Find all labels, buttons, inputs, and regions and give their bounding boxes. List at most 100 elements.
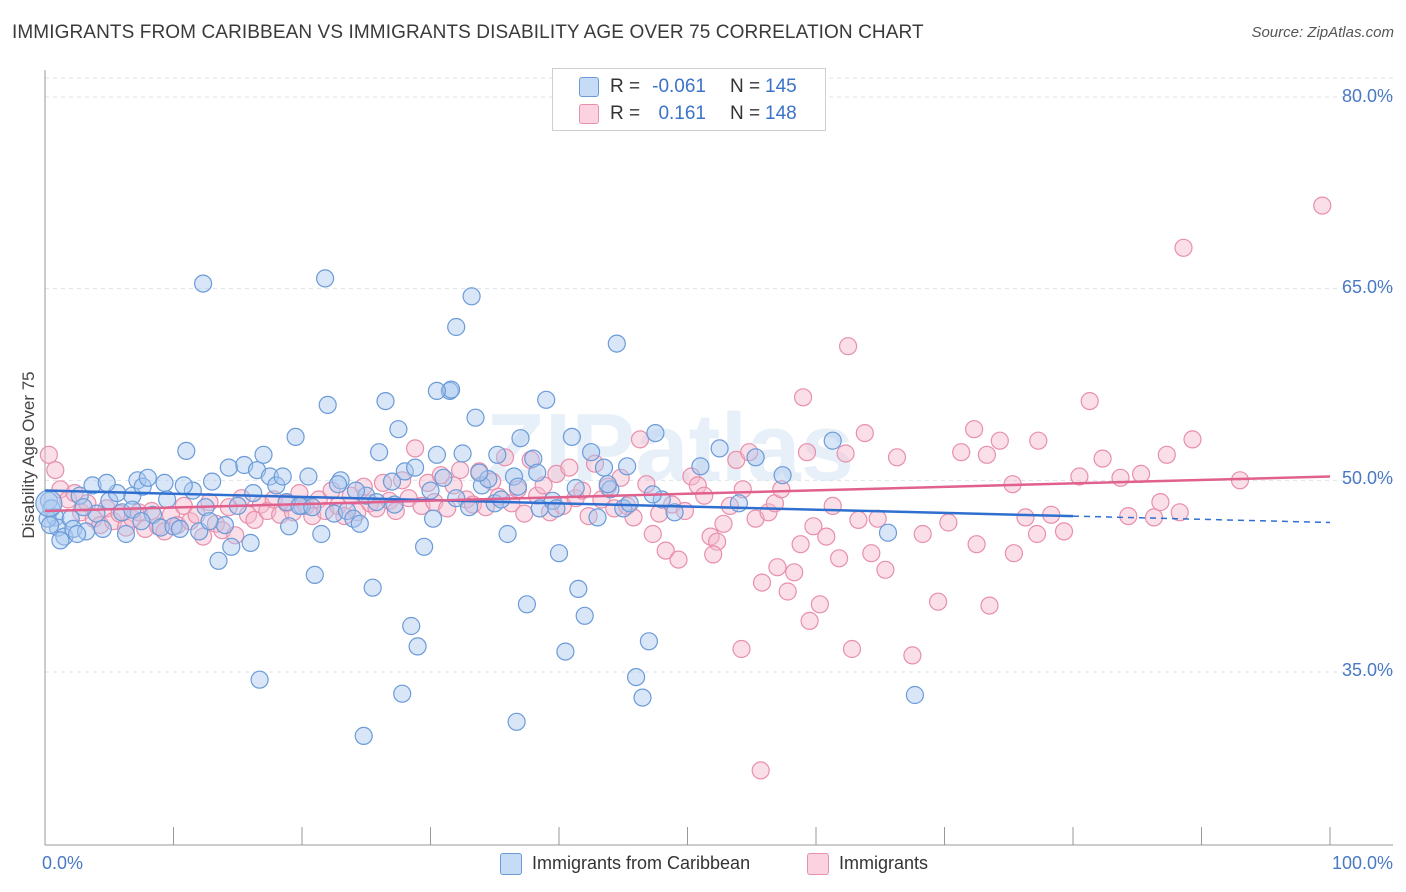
data-point	[408, 637, 427, 656]
data-point	[132, 512, 151, 531]
data-point	[453, 444, 472, 463]
trend-lines	[44, 475, 1331, 524]
data-point	[479, 470, 498, 489]
r-value: 0.161	[658, 103, 706, 124]
data-point	[245, 510, 264, 530]
data-point	[842, 639, 862, 659]
data-point	[836, 444, 855, 463]
data-point	[804, 517, 823, 536]
data-point	[316, 269, 335, 288]
data-point	[751, 761, 770, 780]
data-point	[346, 481, 366, 500]
data-point	[46, 461, 65, 480]
data-point	[639, 632, 659, 651]
data-point	[341, 486, 360, 505]
stats-legend: R = -0.061 N = 145 R = 0.161 N = 148	[552, 68, 826, 131]
data-point	[431, 466, 450, 485]
data-point	[406, 458, 425, 477]
data-point	[607, 334, 626, 353]
data-point	[177, 441, 196, 460]
data-point	[286, 427, 305, 446]
data-point	[427, 381, 446, 400]
n-label: N =	[730, 103, 761, 124]
caribbean-points	[35, 269, 925, 746]
data-point	[215, 515, 234, 535]
data-point	[575, 606, 594, 625]
data-point	[116, 524, 136, 544]
data-point	[990, 431, 1009, 450]
data-point	[451, 461, 470, 480]
r-value: -0.061	[652, 76, 706, 97]
data-point	[617, 457, 637, 476]
data-point	[488, 445, 507, 464]
data-point	[511, 429, 530, 448]
data-point	[913, 524, 932, 544]
data-point	[823, 431, 842, 450]
data-point	[222, 537, 241, 556]
data-point	[382, 472, 402, 491]
data-point	[695, 486, 714, 505]
data-point	[434, 468, 453, 487]
data-point	[905, 685, 925, 705]
data-point	[267, 476, 286, 495]
data-point	[862, 544, 881, 563]
data-point	[39, 445, 59, 464]
data-point	[203, 472, 222, 491]
data-point	[93, 519, 112, 539]
data-point	[1131, 464, 1151, 483]
data-point	[424, 509, 443, 528]
data-point	[350, 514, 369, 533]
data-point	[1111, 468, 1130, 487]
data-point	[260, 467, 279, 486]
trend-line-immigrants	[44, 475, 1331, 513]
data-point	[517, 595, 537, 614]
data-point	[442, 380, 461, 399]
data-point	[791, 535, 810, 554]
data-point	[1054, 522, 1074, 541]
data-point	[470, 463, 489, 482]
data-point	[40, 515, 60, 535]
data-point	[133, 477, 152, 496]
data-point	[328, 475, 348, 494]
trend-line-caribbean-extension	[1072, 515, 1331, 524]
y-axis-label: Disability Age Over 75	[19, 371, 38, 539]
data-point	[714, 514, 733, 533]
data-point	[594, 458, 614, 477]
y-tick-80: 80.0%	[1341, 86, 1393, 106]
data-point	[35, 489, 63, 517]
data-point	[633, 688, 652, 707]
data-point	[626, 667, 646, 687]
data-point	[646, 424, 665, 443]
data-point	[209, 551, 228, 570]
data-point	[155, 473, 174, 492]
data-point	[244, 484, 263, 503]
data-point	[729, 494, 749, 513]
data-point	[67, 524, 87, 544]
data-point	[876, 560, 895, 579]
n-value: 145	[765, 76, 797, 97]
data-point	[415, 537, 434, 556]
data-point	[624, 508, 643, 527]
data-point	[116, 518, 136, 537]
data-point	[1174, 238, 1193, 257]
data-point	[395, 462, 414, 481]
data-point	[1016, 508, 1035, 527]
data-point	[588, 508, 607, 527]
pink-swatch	[579, 104, 599, 124]
data-point	[376, 392, 395, 411]
axes	[44, 70, 1393, 846]
data-point	[273, 467, 292, 486]
data-point	[515, 504, 534, 523]
data-point	[581, 443, 601, 462]
watermark: ZIPatlas	[486, 394, 854, 501]
data-point	[389, 420, 408, 439]
data-point	[528, 463, 547, 482]
data-point	[524, 449, 543, 468]
data-point	[170, 519, 189, 539]
data-point	[797, 443, 817, 462]
data-point	[560, 458, 579, 477]
data-point	[585, 454, 605, 473]
data-point	[194, 274, 213, 293]
data-point	[200, 512, 219, 531]
